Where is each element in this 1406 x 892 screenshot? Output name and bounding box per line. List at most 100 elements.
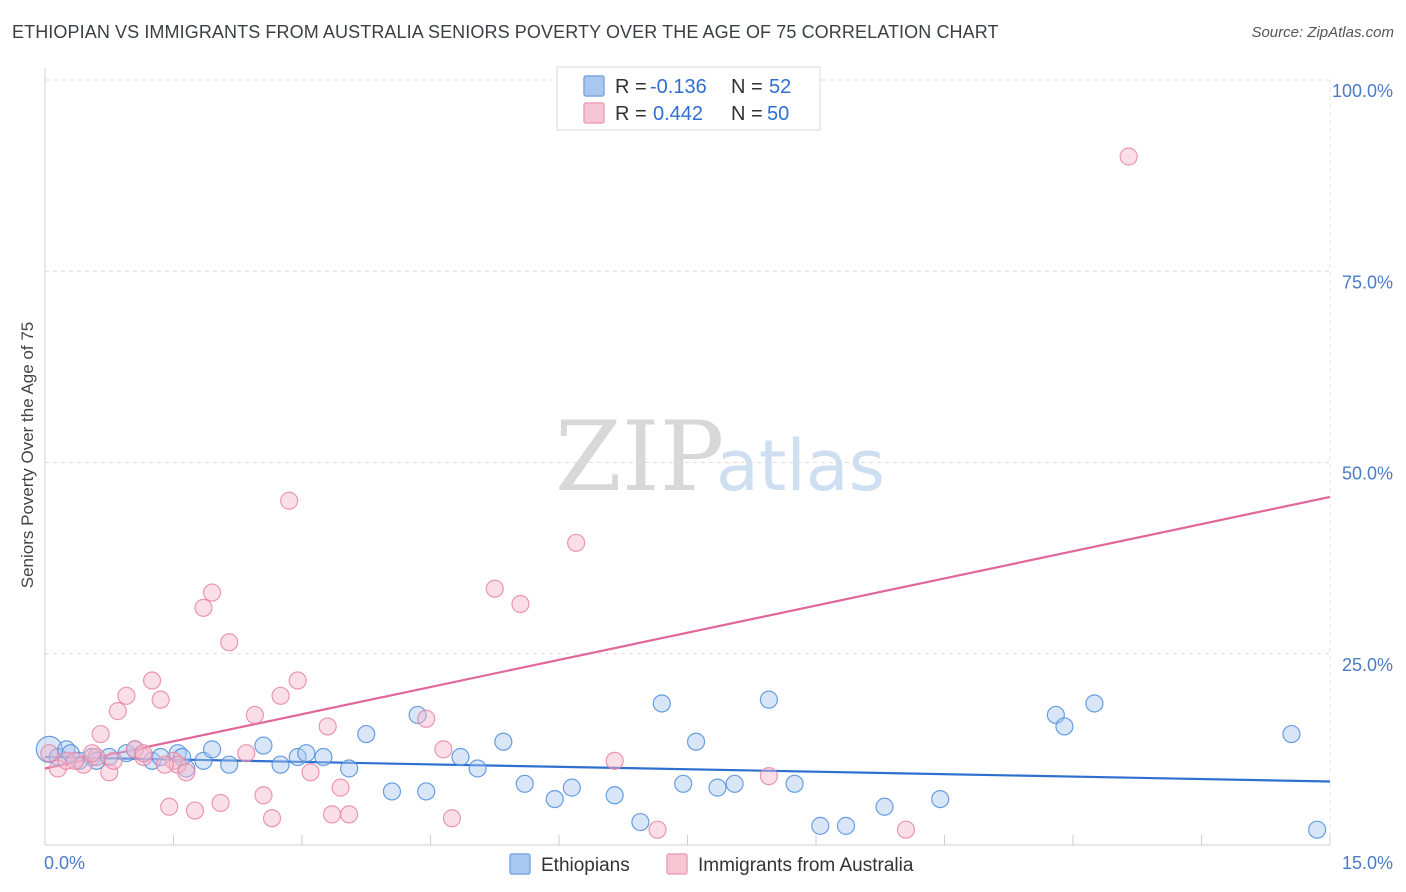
australia-point <box>91 724 110 744</box>
grid-lines <box>45 79 1331 845</box>
ethiopian-point <box>297 744 316 763</box>
ethiopian-point <box>382 782 402 801</box>
australia-point <box>40 744 59 763</box>
australia-point <box>417 709 436 728</box>
ethiopian-point <box>785 774 804 793</box>
watermark-zip: ZIP <box>555 401 724 513</box>
ethiopian-point <box>759 690 778 709</box>
australia-point <box>1119 147 1138 166</box>
bottom-legend: Ethiopians Immigrants from Australia <box>509 853 914 876</box>
ethiopian-point <box>931 789 950 809</box>
ethiopian-point <box>494 732 513 751</box>
ethiopian-point <box>408 705 427 725</box>
ethiopian-point <box>271 755 290 774</box>
x-tick-label: 0.0% <box>44 853 85 873</box>
legend-n-value-australia: 50 <box>767 103 789 125</box>
ethiopian-point <box>686 732 706 751</box>
legend-r-label: R = <box>615 76 647 98</box>
ethiopian-point <box>875 797 894 816</box>
ethiopian-point <box>836 816 856 835</box>
ethiopian-point <box>674 774 693 793</box>
axes <box>44 68 1331 846</box>
legend-swatch-australia <box>583 102 605 124</box>
ethiopian-point <box>220 755 239 774</box>
australia-point <box>237 744 256 763</box>
australia-point <box>202 583 222 602</box>
australia-point <box>211 793 230 813</box>
australia-point <box>65 751 85 770</box>
australia-point <box>134 744 153 763</box>
trend-line-australia <box>44 495 1331 770</box>
australia-point <box>262 809 282 828</box>
australia-point <box>104 751 123 770</box>
australia-point <box>485 579 504 598</box>
ethiopian-point <box>288 747 307 767</box>
ethiopian-point <box>417 782 436 801</box>
australia-point <box>434 740 453 759</box>
australia-point <box>301 763 320 782</box>
ethiopian-point <box>254 736 273 755</box>
australia-point <box>134 747 153 767</box>
australia-point <box>318 717 337 736</box>
source-label: Source: ZipAtlas.com <box>1251 24 1394 41</box>
ethiopian-point <box>652 694 671 713</box>
ethiopian-point <box>545 789 564 809</box>
legend: R = -0.136 N = 52 R = 0.442 N = 50 <box>556 66 821 131</box>
australia-point <box>151 690 170 709</box>
tick-labels: 25.0% 50.0% 75.0% 100.0% 0.0% 15.0% <box>44 81 1393 873</box>
australia-point <box>155 755 175 774</box>
ethiopian-point <box>468 759 487 778</box>
australia-point <box>648 820 667 839</box>
bottom-legend-australia: Immigrants from Australia <box>698 855 914 876</box>
y-tick-label: 25.0% <box>1342 655 1393 675</box>
ethiopian-point <box>725 774 744 793</box>
australia-point <box>567 533 586 552</box>
ethiopian-point <box>1085 694 1104 713</box>
ethiopian-point <box>451 747 470 767</box>
australia-point <box>331 778 350 797</box>
australia-point <box>177 763 196 782</box>
y-tick-label: 100.0% <box>1332 81 1393 101</box>
ethiopian-point <box>811 816 830 835</box>
bottom-legend-swatch-ethiopians <box>509 853 531 875</box>
ethiopian-point <box>708 778 727 797</box>
legend-r-label-2: R = <box>615 103 647 125</box>
legend-r-value-ethiopians: -0.136 <box>650 76 707 98</box>
ethiopian-point <box>562 778 581 797</box>
australia-point <box>759 767 778 786</box>
australia-point <box>108 702 127 721</box>
watermark-atlas: atlas <box>716 425 885 507</box>
ethiopian-point <box>605 786 624 805</box>
australia-point <box>271 686 290 705</box>
ethiopian-point <box>515 774 534 793</box>
australia-point <box>896 820 916 839</box>
ethiopian-point <box>1055 717 1074 736</box>
legend-n-label-2: N = <box>731 103 763 125</box>
australia-point <box>605 751 624 770</box>
ethiopian-point <box>1282 724 1301 744</box>
legend-swatch-ethiopians <box>583 75 605 97</box>
australia-point <box>160 797 179 816</box>
ethiopian-point <box>631 812 650 832</box>
y-axis-label: Seniors Poverty Over the Age of 75 <box>18 322 37 588</box>
y-tick-label: 50.0% <box>1342 464 1393 484</box>
bottom-legend-swatch-australia <box>666 853 688 875</box>
australia-point <box>194 598 213 617</box>
y-tick-label: 75.0% <box>1342 272 1393 292</box>
ethiopian-point <box>357 724 376 744</box>
x-tick-label: 15.0% <box>1342 853 1393 873</box>
trend-line-ethiopians <box>44 755 1331 783</box>
ethiopian-point <box>202 740 222 759</box>
ethiopian-point <box>1308 820 1327 839</box>
australia-point <box>288 671 307 690</box>
australia-point <box>280 491 299 510</box>
australia-point <box>322 805 342 824</box>
bottom-legend-ethiopians: Ethiopians <box>541 855 630 876</box>
australia-point <box>511 594 530 614</box>
australia-point <box>220 633 239 652</box>
ethiopian-point <box>340 759 359 778</box>
australia-point <box>100 763 119 782</box>
australia-point <box>117 686 136 705</box>
australia-point <box>340 805 359 824</box>
